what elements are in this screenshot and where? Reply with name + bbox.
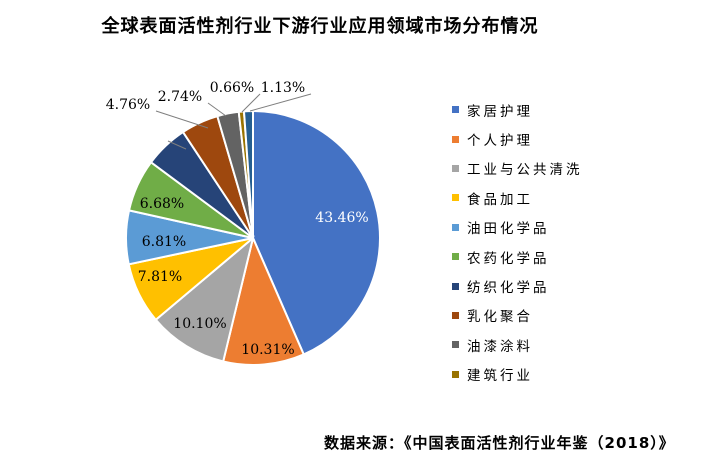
legend-label: 农药化学品 (467, 250, 550, 267)
legend-item-2: 工业与公共清洗 (452, 154, 632, 183)
legend-swatch (452, 341, 459, 349)
legend-item-6: 纺织化学品 (452, 271, 632, 300)
legend-item-9: 建筑行业 (452, 360, 632, 389)
source-note: 数据来源：《中国表面活性剂行业年鉴（2018）》 (324, 434, 675, 452)
pie-slice-10 (242, 109, 254, 239)
legend-label: 纺织化学品 (467, 280, 550, 297)
legend-label: 工业与公共清洗 (467, 162, 583, 179)
data-label-0: 43.46% (315, 210, 368, 226)
leader-line-7 (155, 110, 209, 129)
data-label-5: 6.68% (140, 196, 184, 212)
data-label-7: 4.76% (106, 97, 150, 113)
legend-swatch (452, 106, 459, 114)
legend-swatch (452, 311, 459, 319)
legend-swatch (452, 370, 459, 378)
data-label-10: 1.13% (261, 80, 305, 96)
legend-swatch (452, 135, 459, 143)
leader-line-9 (241, 93, 261, 113)
leader-line-6 (167, 140, 187, 150)
data-label-6: 5.54% (118, 127, 162, 143)
legend-item-3: 食品加工 (452, 183, 632, 212)
legend: 家居护理个人护理工业与公共清洗 食品加工油田化学品农药化学品纺织化学品乳化聚合油漆… (452, 95, 632, 389)
leader-line-10 (249, 93, 312, 112)
data-label-9: 0.66% (210, 80, 254, 96)
legend-label: 油田化学品 (467, 221, 550, 238)
legend-label: 油漆涂料 (467, 338, 533, 355)
pie-slice-1 (221, 234, 306, 366)
chart-title: 全球表面活性剂行业下游行业应用领域市场分布情况 (101, 16, 539, 37)
legend-label: 乳化聚合 (467, 309, 533, 326)
data-label-1: 10.31% (241, 342, 294, 358)
pie-slice-2 (154, 235, 255, 363)
data-label-4: 6.81% (142, 234, 186, 250)
legend-item-5: 农药化学品 (452, 242, 632, 271)
legend-swatch (452, 194, 459, 202)
data-label-3: 7.81% (138, 269, 182, 285)
legend-item-7: 乳化聚合 (452, 301, 632, 330)
legend-label: 个人护理 (467, 133, 533, 150)
data-label-2: 10.10% (173, 316, 226, 332)
legend-label: 家居护理 (467, 103, 533, 120)
legend-swatch (452, 253, 459, 261)
legend-label: 建筑行业 (467, 368, 533, 385)
legend-swatch (452, 282, 459, 290)
legend-item-1: 个人护理 (452, 124, 632, 153)
legend-item-4: 油田化学品 (452, 213, 632, 242)
pie-slice-0 (252, 109, 381, 356)
legend-swatch (452, 164, 459, 172)
legend-item-8: 油漆涂料 (452, 330, 632, 359)
legend-swatch (452, 223, 459, 231)
legend-label: 食品加工 (467, 191, 533, 208)
leader-line-8 (207, 102, 227, 117)
legend-item-0: 家居护理 (452, 95, 632, 124)
data-label-8: 2.74% (158, 89, 202, 105)
